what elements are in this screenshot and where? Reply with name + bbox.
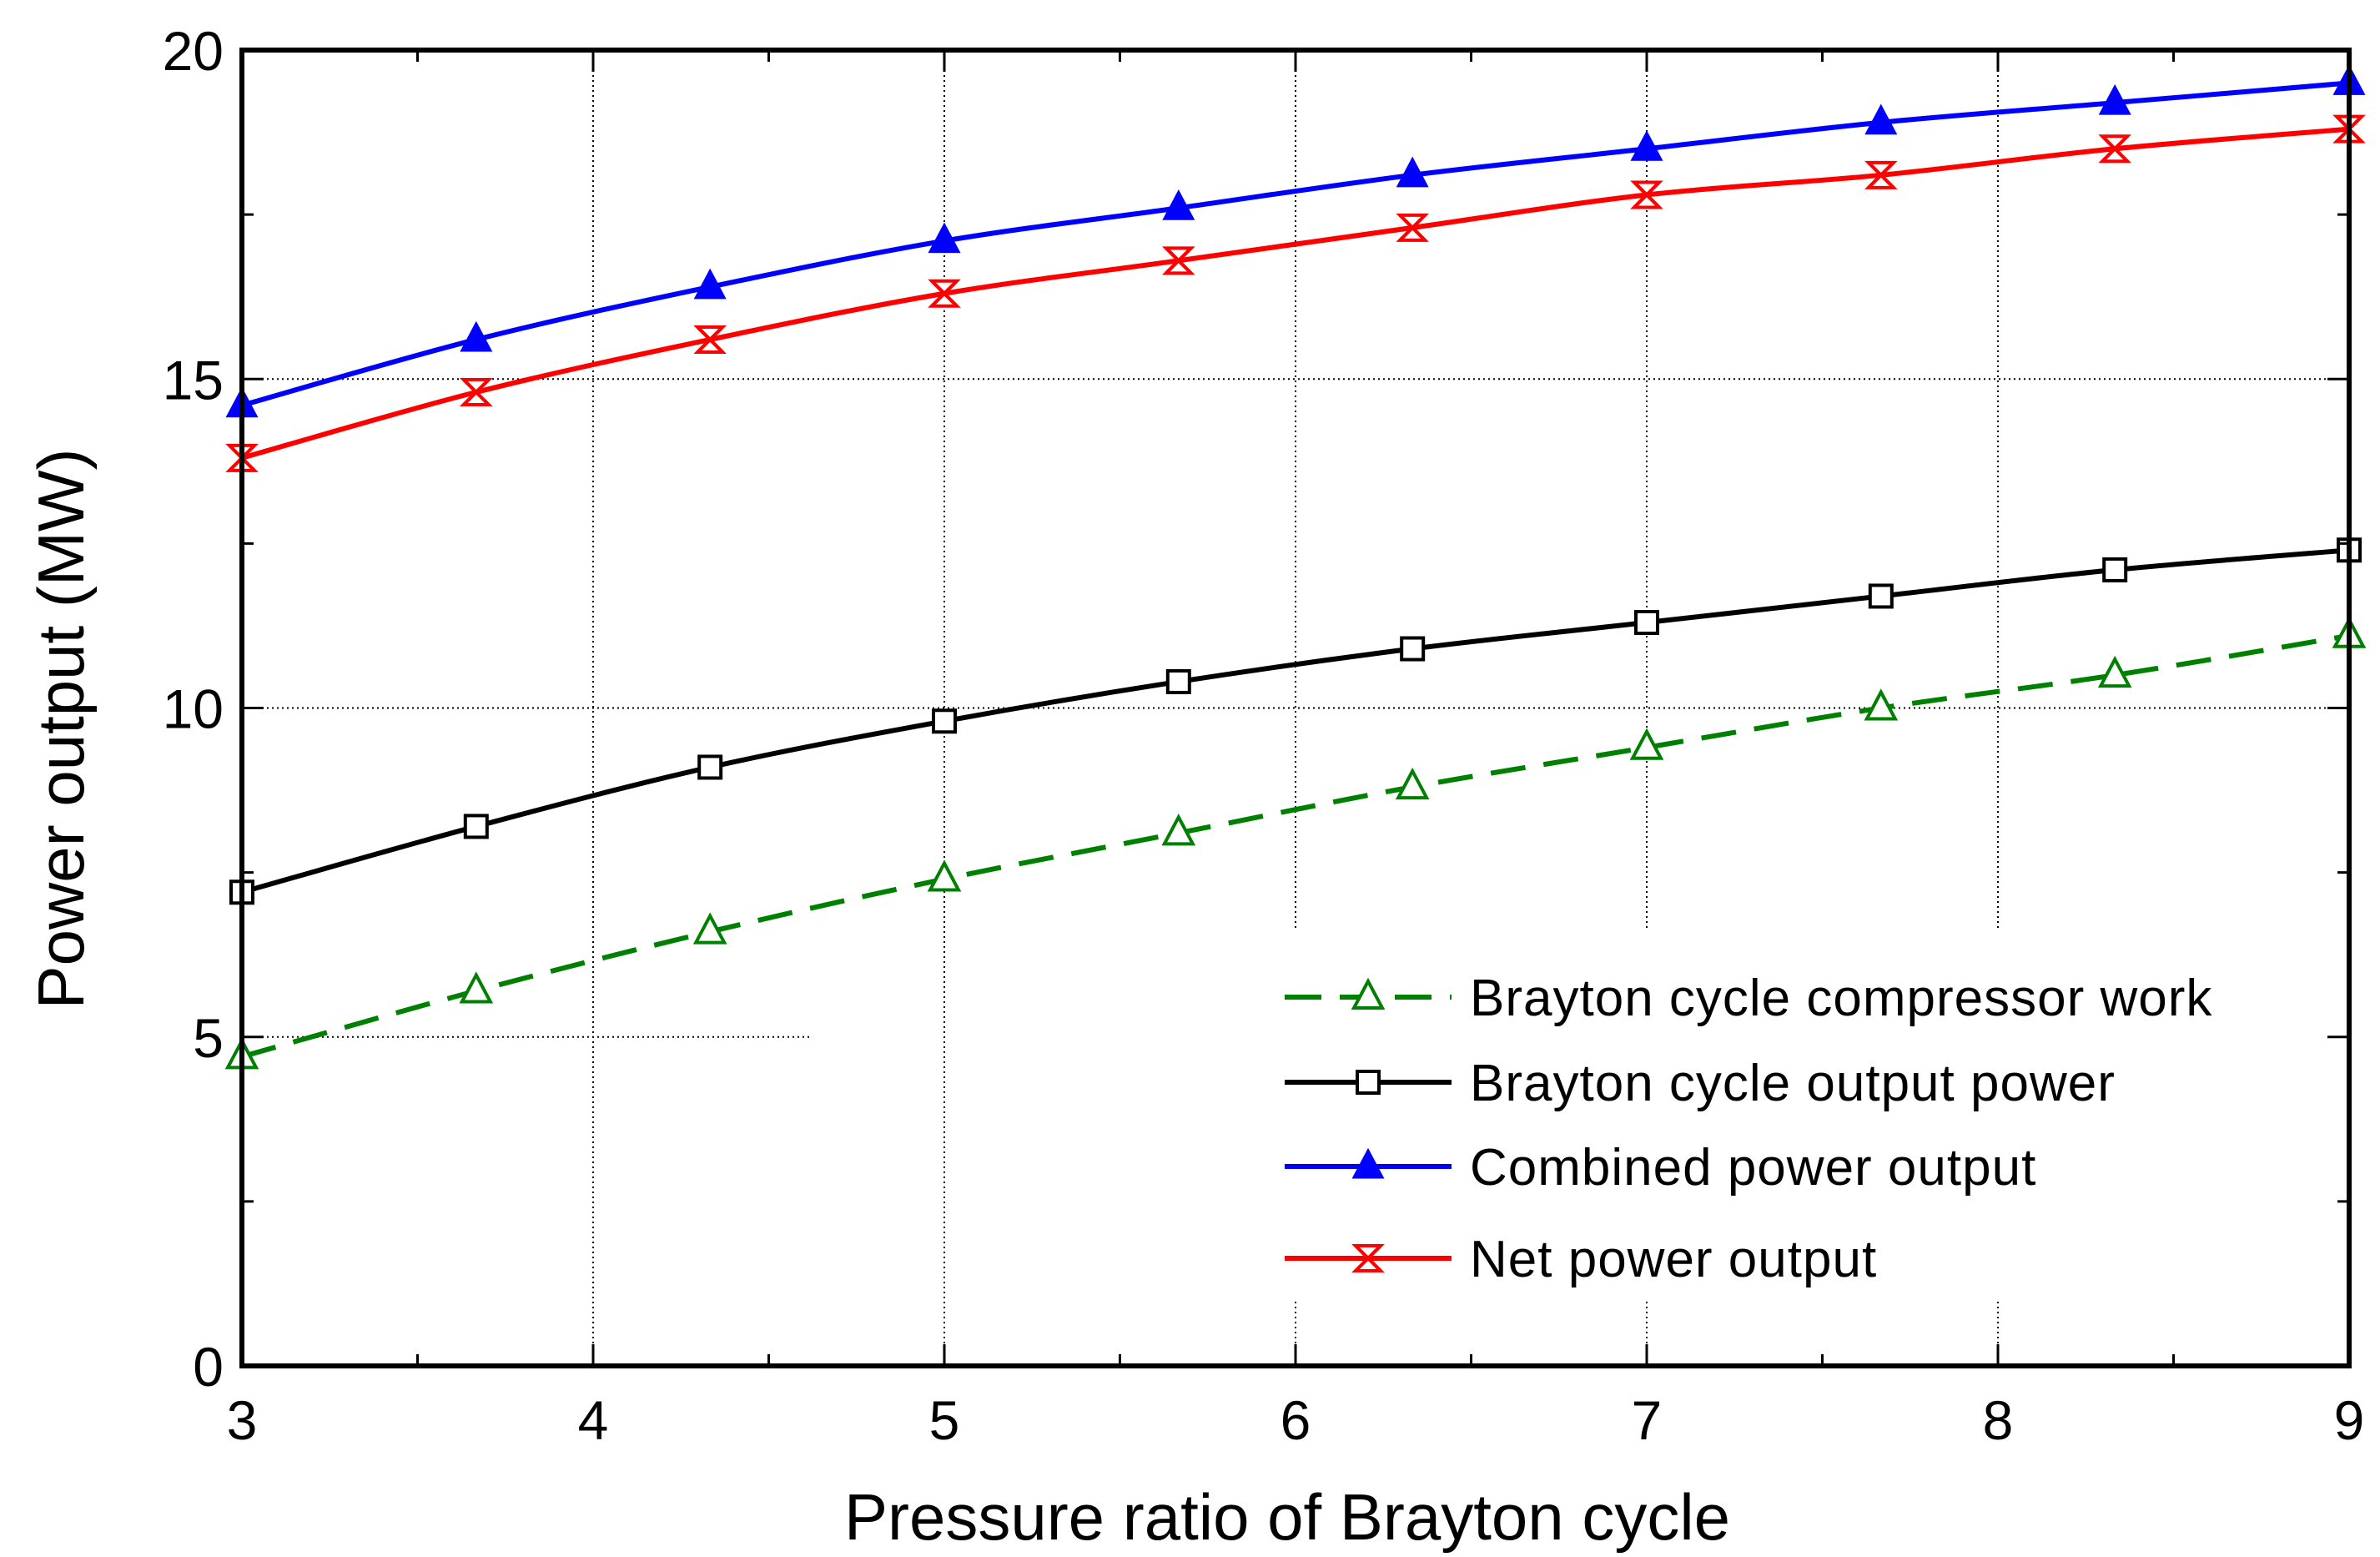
data-point-brayton-cycle-output-power [1400, 636, 1426, 662]
x-tick-label: 8 [1983, 1389, 2014, 1451]
data-point-brayton-cycle-compressor-work [459, 971, 494, 1004]
data-point-brayton-cycle-output-power [932, 708, 957, 734]
legend-marker-brayton-cycle-output-power [1356, 1070, 1381, 1095]
data-point-brayton-cycle-output-power [2102, 557, 2128, 582]
series-markers [224, 64, 2367, 1070]
y-tick-label: 5 [193, 1007, 224, 1069]
data-point-brayton-cycle-output-power [1634, 609, 1659, 635]
hourglass-stroke [1165, 246, 1193, 275]
data-point-brayton-cycle-compressor-work [2097, 655, 2132, 688]
hourglass-stroke [1867, 161, 1895, 189]
legend-label-combined-power-output: Combined power output [1470, 1139, 2036, 1197]
legend-marker-net-power-output [1351, 1244, 1385, 1272]
x-axis-title: Pressure ratio of Brayton cycle [844, 1480, 1730, 1554]
y-tick-label: 0 [193, 1336, 224, 1398]
hourglass-stroke [462, 378, 491, 406]
data-point-combined-power-output [1864, 103, 1898, 135]
x-tick-label: 6 [1281, 1389, 1311, 1451]
hourglass-stroke [1398, 214, 1426, 242]
data-point-combined-power-output [928, 222, 961, 254]
data-point-net-power-output [2098, 134, 2132, 164]
legend: Brayton cycle compressor work Brayton cyc… [1285, 970, 2212, 1288]
data-point-net-power-output [1396, 213, 1430, 242]
data-point-net-power-output [693, 325, 727, 354]
data-point-net-power-output [1864, 160, 1898, 189]
data-point-combined-power-output [1630, 130, 1663, 161]
y-tick-label: 10 [163, 678, 224, 740]
x-tick-label: 5 [929, 1389, 960, 1451]
legend-label-brayton-cycle-compressor-work: Brayton cycle compressor work [1470, 970, 2212, 1027]
data-point-combined-power-output [1396, 156, 1429, 188]
series-line-combined-power-output [241, 80, 2350, 408]
data-point-combined-power-output [2098, 83, 2131, 115]
hourglass-stroke [696, 325, 724, 354]
data-point-net-power-output [459, 378, 493, 407]
x-tick-label: 9 [2334, 1389, 2365, 1451]
data-point-combined-power-output [460, 320, 493, 352]
data-point-brayton-cycle-compressor-work [1161, 814, 1196, 846]
data-point-brayton-cycle-compressor-work [1864, 688, 1899, 721]
series-line-net-power-output [241, 126, 2350, 461]
data-point-brayton-cycle-output-power [463, 814, 489, 839]
hourglass-stroke [930, 280, 959, 308]
data-point-net-power-output [1161, 246, 1195, 275]
data-point-brayton-cycle-output-power [697, 754, 723, 780]
data-point-brayton-cycle-compressor-work [692, 912, 727, 945]
data-point-brayton-cycle-compressor-work [1629, 728, 1664, 760]
data-point-brayton-cycle-output-power [1868, 583, 1894, 609]
series-line-brayton-cycle-compressor-work [241, 632, 2350, 1060]
y-tick-label: 20 [163, 20, 224, 82]
data-point-net-power-output [1630, 180, 1663, 209]
y-axis-title: Power output (MW) [24, 449, 98, 1010]
axes: 3 4 5 6 7 8 9 0 5 10 15 20 [163, 20, 2365, 1451]
hourglass-stroke [1633, 181, 1661, 209]
x-tick-label: 4 [578, 1389, 609, 1451]
data-point-brayton-cycle-compressor-work [1395, 767, 1430, 800]
data-point-combined-power-output [1162, 189, 1195, 220]
legend-label-brayton-cycle-output-power: Brayton cycle output power [1470, 1055, 2116, 1112]
legend-marker-brayton-cycle-compressor-work [1351, 977, 1386, 1010]
legend-label-net-power-output: Net power output [1470, 1231, 1877, 1288]
legend-marker-combined-power-output [1351, 1147, 1385, 1179]
series-lines [241, 80, 2350, 1060]
x-tick-label: 7 [1632, 1389, 1663, 1451]
data-point-brayton-cycle-compressor-work [927, 859, 962, 892]
hourglass-stroke [2101, 134, 2129, 163]
data-point-combined-power-output [693, 268, 727, 300]
hourglass-stroke [1354, 1244, 1382, 1272]
data-point-net-power-output [928, 279, 961, 308]
series-line-brayton-cycle-output-power [241, 547, 2350, 895]
data-point-brayton-cycle-output-power [1165, 668, 1191, 694]
x-tick-label: 3 [227, 1389, 258, 1451]
y-tick-label: 15 [163, 349, 224, 411]
